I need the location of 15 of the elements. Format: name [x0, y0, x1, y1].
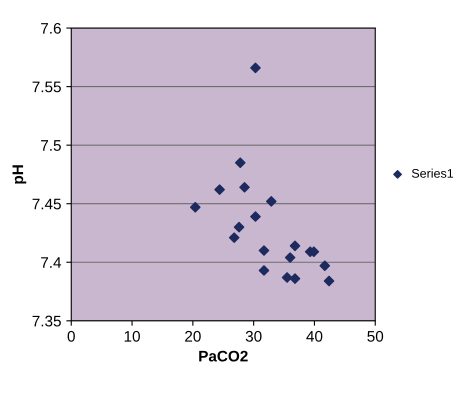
y-tick-label: 7.55 [32, 82, 61, 92]
legend-label: Series1 [412, 168, 454, 178]
y-tick-label: 7.4 [41, 257, 62, 268]
x-tick-label: 0 [68, 330, 75, 342]
y-tick-label: 7.35 [32, 316, 61, 326]
x-tick-label: 10 [124, 330, 140, 342]
y-tick-label: 7.45 [32, 198, 61, 210]
x-axis-title: PaCO2 [199, 350, 248, 362]
y-tick-label: 7.6 [41, 22, 61, 34]
x-tick-label: 20 [185, 330, 201, 342]
x-tick-label: 50 [367, 330, 384, 342]
y-tick-label: 7.5 [41, 140, 61, 151]
x-tick-label: 30 [246, 330, 262, 342]
y-axis-title: pH [12, 165, 26, 184]
x-tick-label: 40 [306, 330, 322, 342]
